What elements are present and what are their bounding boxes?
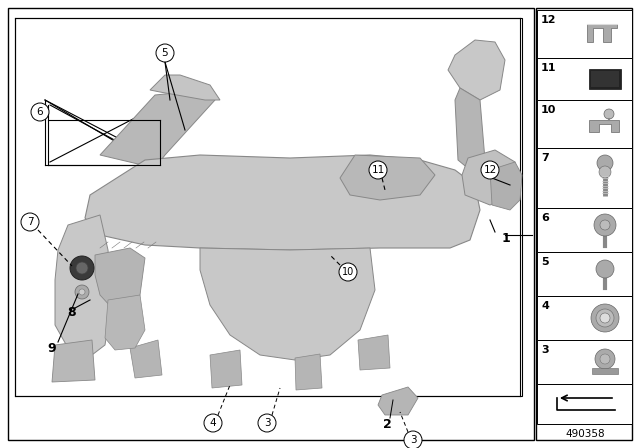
- Circle shape: [481, 161, 499, 179]
- Circle shape: [591, 304, 619, 332]
- Polygon shape: [462, 150, 515, 205]
- Text: 7: 7: [541, 153, 548, 163]
- Bar: [537, 148, 632, 208]
- Circle shape: [369, 161, 387, 179]
- Text: 11: 11: [541, 63, 557, 73]
- Circle shape: [596, 309, 614, 327]
- Bar: [8, 8, 534, 440]
- Bar: [537, 252, 632, 296]
- Circle shape: [75, 285, 89, 299]
- Polygon shape: [295, 354, 322, 390]
- Circle shape: [339, 263, 357, 281]
- Circle shape: [599, 166, 611, 178]
- Bar: [537, 100, 632, 148]
- Polygon shape: [448, 40, 505, 100]
- Bar: [536, 8, 632, 440]
- Text: 9: 9: [48, 341, 56, 354]
- Polygon shape: [85, 155, 480, 250]
- Circle shape: [596, 260, 614, 278]
- Bar: [591, 71, 619, 87]
- Polygon shape: [490, 162, 522, 210]
- Circle shape: [604, 109, 614, 119]
- Text: 3: 3: [541, 345, 548, 355]
- Text: 4: 4: [541, 301, 549, 311]
- Polygon shape: [105, 295, 145, 350]
- Text: 12: 12: [541, 15, 557, 25]
- Polygon shape: [95, 248, 145, 310]
- Bar: [537, 10, 632, 58]
- Text: 11: 11: [371, 165, 385, 175]
- Circle shape: [70, 256, 94, 280]
- Text: 4: 4: [210, 418, 216, 428]
- Bar: [537, 58, 632, 100]
- Circle shape: [600, 220, 610, 230]
- Circle shape: [76, 262, 88, 274]
- Bar: [537, 208, 632, 252]
- Text: 5: 5: [162, 48, 168, 58]
- Text: 3: 3: [264, 418, 270, 428]
- Polygon shape: [587, 24, 617, 42]
- Bar: [537, 340, 632, 384]
- Polygon shape: [589, 120, 619, 132]
- Circle shape: [204, 414, 222, 432]
- Polygon shape: [378, 387, 418, 415]
- Circle shape: [31, 103, 49, 121]
- Bar: [15, 18, 522, 396]
- Polygon shape: [52, 340, 95, 382]
- Text: 1: 1: [502, 232, 511, 245]
- Circle shape: [156, 44, 174, 62]
- Text: 8: 8: [68, 306, 76, 319]
- Polygon shape: [358, 335, 390, 370]
- Circle shape: [404, 431, 422, 448]
- Circle shape: [594, 214, 616, 236]
- Text: 10: 10: [541, 105, 556, 115]
- Circle shape: [21, 213, 39, 231]
- Circle shape: [600, 354, 610, 364]
- Bar: [537, 384, 632, 424]
- Bar: [592, 368, 618, 374]
- Text: 10: 10: [342, 267, 354, 277]
- Polygon shape: [130, 340, 162, 378]
- Polygon shape: [200, 248, 375, 360]
- Text: 490358: 490358: [565, 429, 605, 439]
- Bar: [537, 296, 632, 340]
- Bar: [589, 69, 621, 89]
- Polygon shape: [340, 155, 435, 200]
- Polygon shape: [455, 88, 485, 170]
- Circle shape: [597, 155, 613, 171]
- Text: 6: 6: [541, 213, 549, 223]
- Polygon shape: [210, 350, 242, 388]
- Circle shape: [600, 313, 610, 323]
- Text: 3: 3: [410, 435, 416, 445]
- Polygon shape: [100, 90, 215, 168]
- Polygon shape: [150, 75, 220, 100]
- Circle shape: [258, 414, 276, 432]
- Text: 2: 2: [383, 418, 392, 431]
- Polygon shape: [55, 215, 112, 358]
- Circle shape: [79, 289, 85, 295]
- Text: 6: 6: [36, 107, 44, 117]
- Text: 7: 7: [27, 217, 33, 227]
- Circle shape: [595, 349, 615, 369]
- Text: 12: 12: [483, 165, 497, 175]
- Text: 5: 5: [541, 257, 548, 267]
